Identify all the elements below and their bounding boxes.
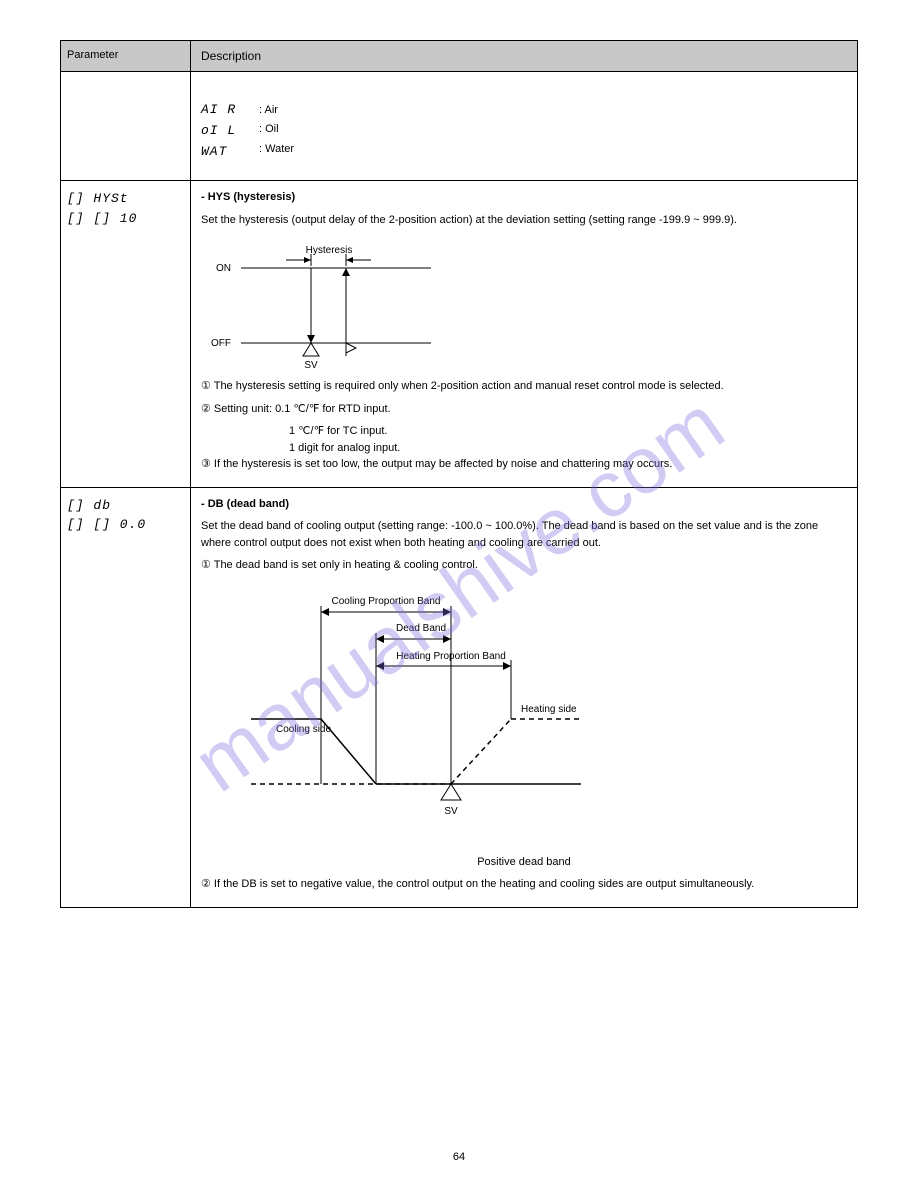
- lcd-wat: WAT: [201, 142, 257, 163]
- hys-code: [] HYSt: [67, 189, 184, 209]
- row-deadband: [] db [] [] 0.0 - DB (dead band) Set the…: [61, 488, 857, 907]
- db-value: [] [] 0.0: [67, 515, 184, 535]
- row3-param: [] db [] [] 0.0: [61, 488, 191, 907]
- svg-text:Cooling side: Cooling side: [276, 724, 331, 735]
- wat-label: : Water: [259, 140, 294, 159]
- table-header: Parameter Description: [61, 41, 857, 72]
- hys-desc: Set the hysteresis (output delay of the …: [201, 212, 847, 229]
- header-right: Description: [191, 41, 857, 71]
- hys-item2-b1: 1 ℃/℉ for TC input.: [289, 423, 847, 440]
- row1-param: [61, 72, 191, 180]
- db-item1: ① The dead band is set only in heating &…: [201, 557, 847, 574]
- db-note-title: Positive dead band: [201, 854, 847, 871]
- svg-text:ON: ON: [216, 263, 231, 274]
- row2-param: [] HYSt [] [] 10: [61, 181, 191, 487]
- oil-label: : Oil: [259, 120, 294, 139]
- hysteresis-diagram: Hysteresis SV ON OFF: [201, 238, 461, 368]
- page-frame: Parameter Description AI R oI L WAT : Ai…: [60, 40, 858, 908]
- row1-desc: AI R oI L WAT : Air : Oil : Water: [191, 72, 857, 180]
- lcd-oil: oI L: [201, 121, 257, 142]
- hys-title: - HYS (hysteresis): [201, 191, 295, 203]
- hys-item2-prefix: ② Setting unit:: [201, 403, 275, 415]
- svg-text:OFF: OFF: [211, 338, 231, 349]
- svg-text:SV: SV: [304, 360, 318, 368]
- db-item2: ② If the DB is set to negative value, th…: [201, 876, 847, 893]
- svg-text:SV: SV: [444, 806, 458, 817]
- svg-text:Hysteresis: Hysteresis: [306, 245, 353, 256]
- header-left: Parameter: [61, 41, 191, 71]
- hys-item3: ③ If the hysteresis is set too low, the …: [201, 456, 847, 473]
- lcd-air: AI R: [201, 100, 257, 121]
- page-number: 64: [453, 1151, 465, 1163]
- air-label: : Air: [259, 101, 294, 120]
- svg-text:Cooling Proportion Band: Cooling Proportion Band: [332, 596, 441, 607]
- svg-text:Heating side: Heating side: [521, 704, 577, 715]
- row2-desc: - HYS (hysteresis) Set the hysteresis (o…: [191, 181, 857, 487]
- deadband-diagram: Cooling Proportion Band Dead Band Heatin…: [201, 584, 621, 844]
- row-cooling-medium: AI R oI L WAT : Air : Oil : Water: [61, 72, 857, 181]
- db-code: [] db: [67, 496, 184, 516]
- hys-value: [] [] 10: [67, 209, 184, 229]
- hys-item2-b2: 1 digit for analog input.: [289, 440, 847, 457]
- row3-desc: - DB (dead band) Set the dead band of co…: [191, 488, 857, 907]
- hys-item1: ① The hysteresis setting is required onl…: [201, 378, 847, 395]
- row-hysteresis: [] HYSt [] [] 10 - HYS (hysteresis) Set …: [61, 181, 857, 488]
- svg-text:Dead Band: Dead Band: [396, 623, 446, 634]
- hys-item2-b0: 0.1 ℃/℉ for RTD input.: [275, 403, 391, 415]
- db-desc: Set the dead band of cooling output (set…: [201, 518, 847, 551]
- db-title: - DB (dead band): [201, 498, 289, 510]
